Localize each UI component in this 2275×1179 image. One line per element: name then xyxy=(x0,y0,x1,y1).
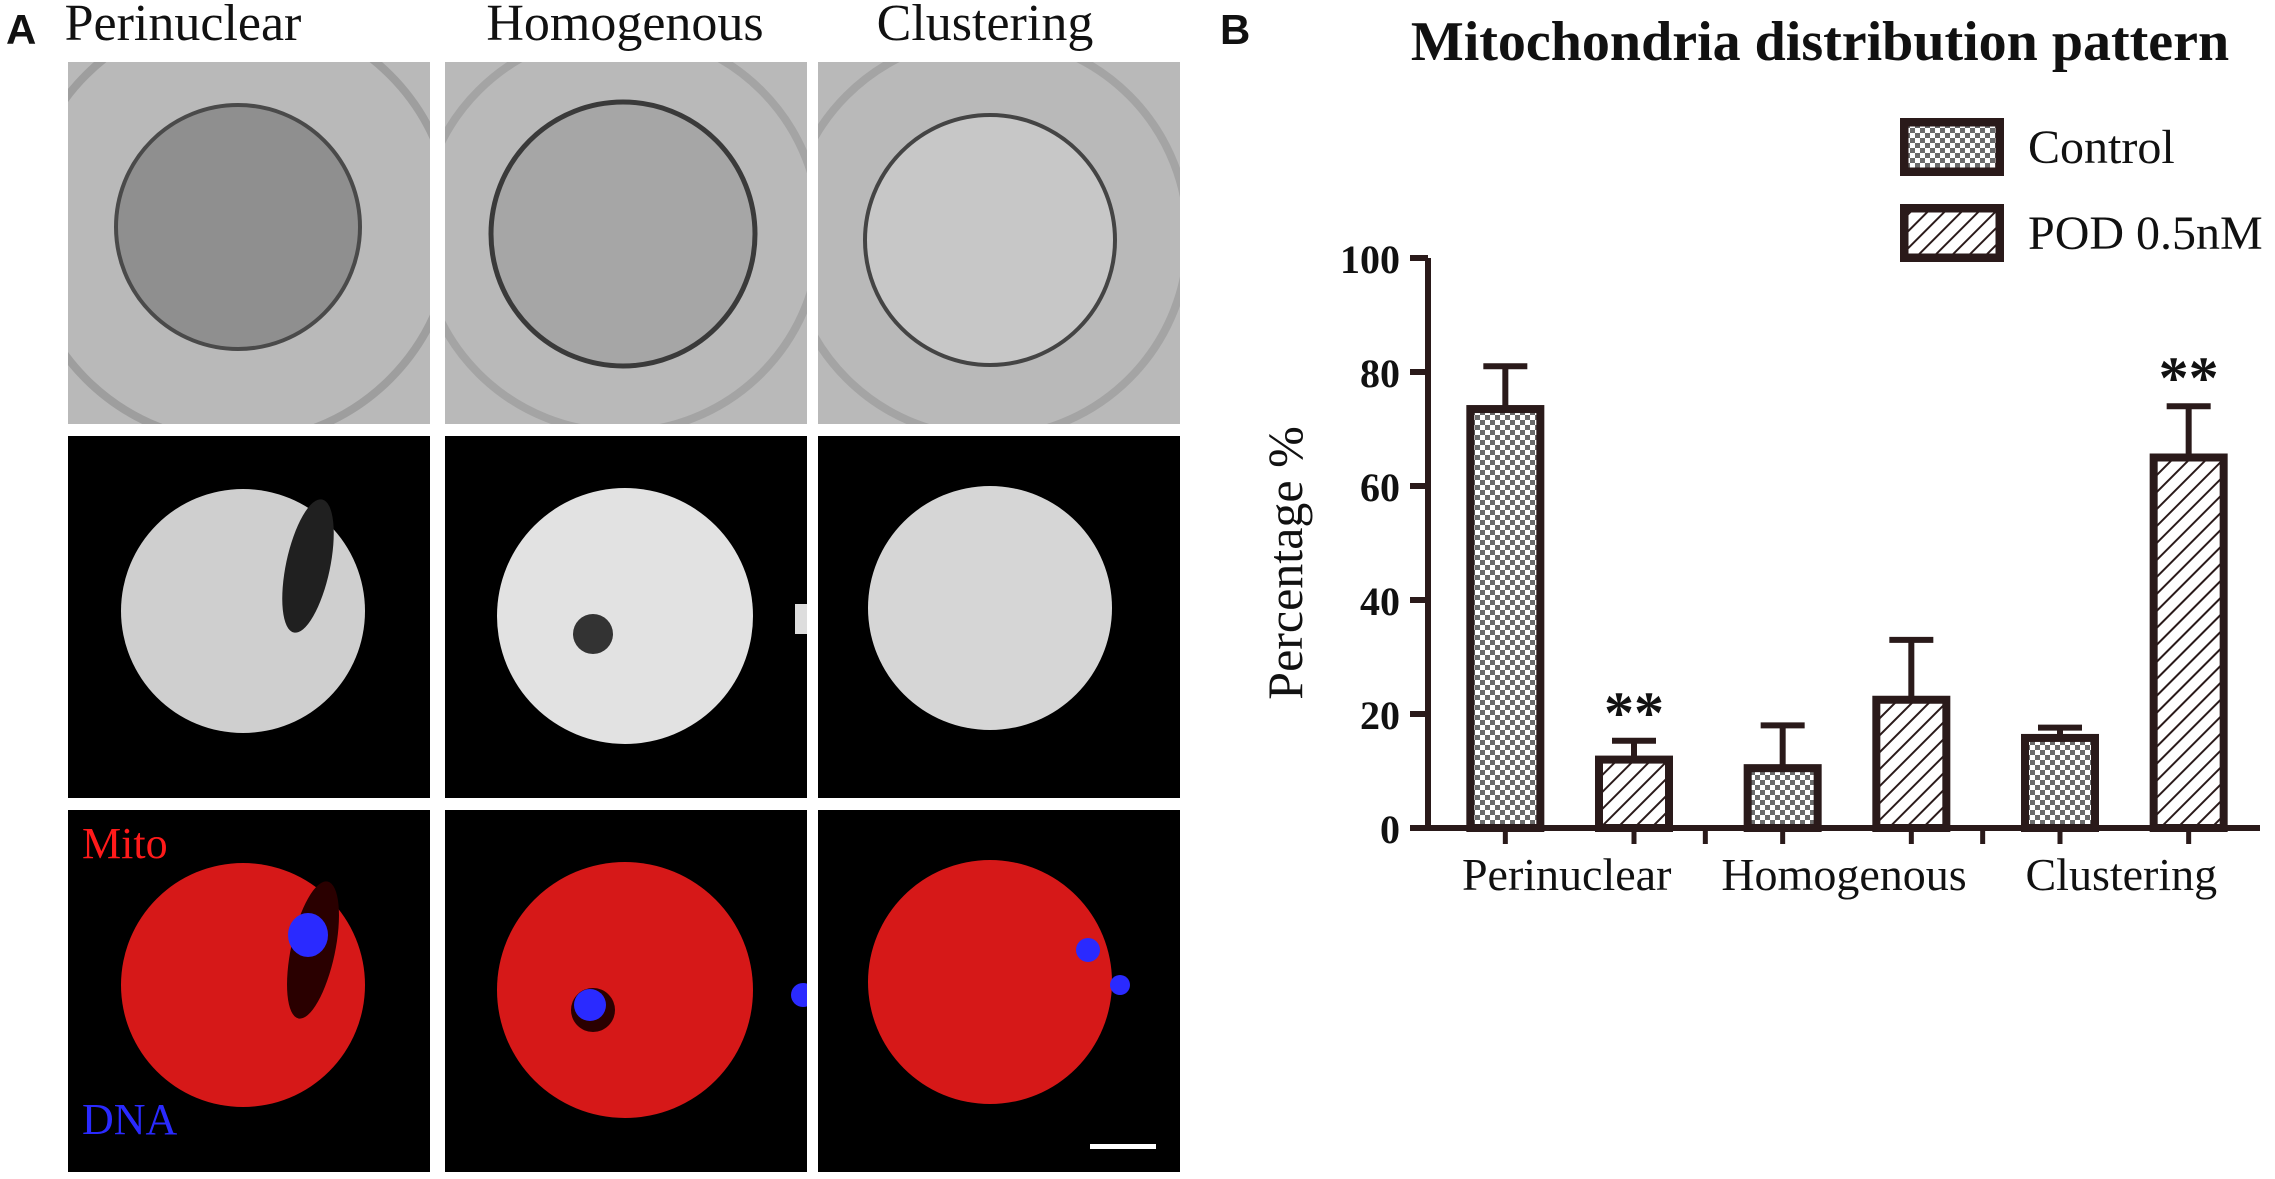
y-tick-label: 60 xyxy=(1360,465,1400,510)
y-tick-label: 40 xyxy=(1360,579,1400,624)
brightfield-image-homogenous xyxy=(445,62,807,424)
merged-image-perinuclear xyxy=(68,810,430,1172)
y-tick-label: 0 xyxy=(1380,807,1400,852)
brightfield-image-clustering xyxy=(818,62,1180,424)
column-header-clustering: Clustering xyxy=(876,0,1094,52)
x-category-label: Clustering xyxy=(2025,849,2217,900)
bar xyxy=(1743,764,1822,833)
bar xyxy=(1595,755,1673,832)
x-category-label: Perinuclear xyxy=(1462,849,1671,900)
merged-image-homogenous xyxy=(445,810,807,1172)
mito-stain-label: Mito xyxy=(82,819,168,868)
legend-item-pod: POD 0.5nM xyxy=(1900,198,2263,268)
mito-grayscale-image-homogenous xyxy=(445,436,807,798)
y-tick-label: 80 xyxy=(1360,351,1400,396)
dna-stain-label: DNA xyxy=(82,1095,178,1144)
legend-label-control: Control xyxy=(2028,120,2175,174)
column-header-perinuclear: Perinuclear xyxy=(64,0,302,52)
legend-label-pod: POD 0.5nM xyxy=(2028,206,2263,260)
panel-label-b: B xyxy=(1220,6,1251,53)
x-category-label: Homogenous xyxy=(1721,849,1966,900)
legend-swatch-hatch xyxy=(1900,204,2004,262)
legend-swatch-checker xyxy=(1900,118,2004,176)
column-header-homogenous: Homogenous xyxy=(486,0,764,52)
chart-title: Mitochondria distribution pattern xyxy=(1410,11,2230,73)
y-tick-label: 20 xyxy=(1360,693,1400,738)
mito-grayscale-image-perinuclear xyxy=(68,436,430,798)
bar xyxy=(2149,453,2228,832)
significance-annotation: ** xyxy=(2159,345,2219,411)
scale-bar xyxy=(1090,1144,1156,1149)
y-axis-label: Percentage % xyxy=(1257,426,1313,699)
legend-item-control: Control xyxy=(1900,112,2175,182)
y-tick-label: 100 xyxy=(1340,237,1400,282)
bar xyxy=(2021,733,2099,832)
merged-image-clustering xyxy=(818,810,1180,1172)
mito-grayscale-image-clustering xyxy=(818,436,1180,798)
bar xyxy=(1466,405,1545,832)
panel-label-a: A xyxy=(6,6,37,53)
significance-annotation: ** xyxy=(1604,680,1664,746)
brightfield-image-perinuclear xyxy=(68,62,430,424)
bar xyxy=(1872,695,1951,832)
